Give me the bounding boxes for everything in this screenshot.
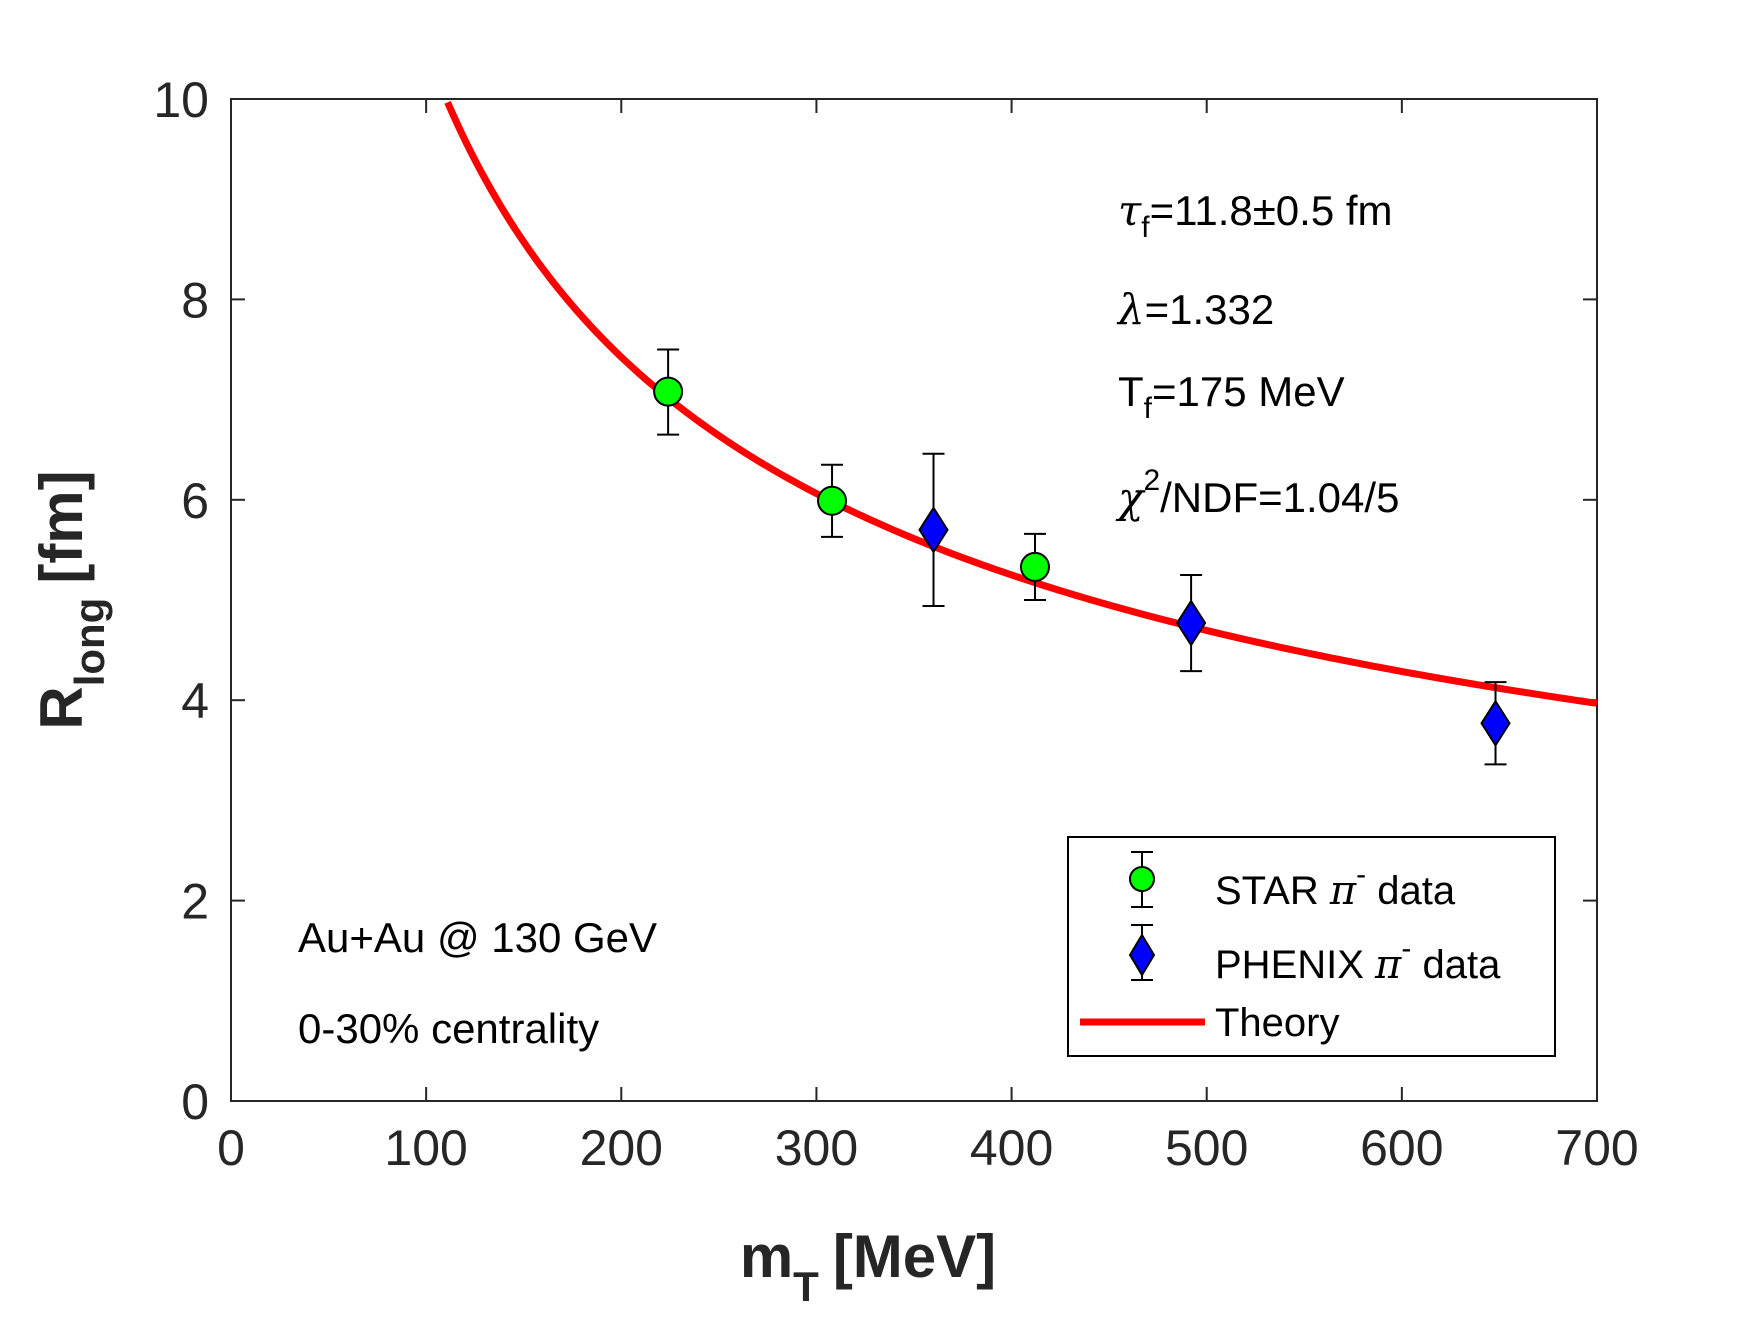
annotation-chi-symbol: χ: [1115, 473, 1146, 522]
x-tick-label-700: 700: [1555, 1120, 1638, 1176]
x-tick-label-600: 600: [1360, 1120, 1443, 1176]
annotation-lambda: λ=1.332: [1116, 285, 1274, 334]
annotation-chi-text: /NDF=1.04/5: [1160, 474, 1399, 521]
y-tick-label-0: 0: [181, 1074, 209, 1130]
annotation-tau-symbol: τ: [1118, 186, 1142, 235]
y-tick-labels: 0 2 4 6 8 10: [153, 72, 209, 1130]
y-axis-title-sub: long: [66, 598, 113, 687]
y-axis-title-main: R: [28, 686, 95, 729]
y-tick-label-8: 8: [181, 272, 209, 328]
annotation-temperature: Tf=175 MeV: [1118, 368, 1345, 425]
x-axis-title-sub: T: [793, 1263, 819, 1310]
annotation-lambda-text: =1.332: [1145, 286, 1275, 333]
star-marker: [817, 485, 848, 516]
legend-label-phenix: PHENIX π- data: [1215, 932, 1501, 988]
annotation-lambda-symbol: λ: [1116, 285, 1145, 334]
phenix-point-2: [1480, 681, 1511, 766]
annotation-tau-text: =11.8±0.5 fm: [1150, 187, 1393, 234]
star-marker: [653, 376, 684, 407]
x-tick-label-300: 300: [775, 1120, 858, 1176]
x-tick-label-200: 200: [580, 1120, 663, 1176]
annotation-system: Au+Au @ 130 GeV: [298, 914, 657, 961]
y-tick-label-4: 4: [181, 673, 209, 729]
legend-star-marker: [1129, 851, 1155, 908]
phenix-marker: [1175, 599, 1207, 647]
annotation-temperature-text: =175 MeV: [1152, 368, 1345, 415]
y-tick-label-6: 6: [181, 473, 209, 529]
annotation-chi-square: χ2/NDF=1.04/5: [1115, 464, 1399, 522]
plot-area-frame: [230, 98, 1598, 1102]
x-tick-label-400: 400: [970, 1120, 1053, 1176]
y-axis-title: Rlong [fm]: [28, 470, 113, 729]
data-markers: [653, 348, 1511, 766]
annotation-temperature-symbol: T: [1118, 368, 1144, 415]
legend-label-star: STAR π- data: [1215, 858, 1456, 914]
annotation-temperature-sub: f: [1144, 392, 1153, 425]
phenix-marker: [1480, 699, 1511, 748]
x-axis-title-main: m: [740, 1223, 793, 1290]
phenix-point-0: [918, 452, 949, 608]
y-tick-label-10: 10: [153, 72, 209, 128]
annotation-chi-sup: 2: [1143, 464, 1160, 497]
x-axis-title-unit: [MeV]: [833, 1223, 996, 1290]
y-tick-label-2: 2: [181, 874, 209, 930]
legend-label-theory: Theory: [1215, 1001, 1340, 1045]
star-point-1: [817, 463, 848, 538]
y-axis-title-unit: [fm]: [28, 470, 95, 583]
legend: STAR π- data PHENIX π- data Theory: [1067, 836, 1556, 1057]
phenix-point-1: [1175, 573, 1207, 673]
star-point-0: [653, 348, 684, 436]
phenix-marker: [918, 505, 949, 554]
x-tick-labels: 0 100 200 300 400 500 600 700: [217, 1120, 1639, 1176]
x-tick-label-0: 0: [217, 1120, 245, 1176]
legend-phenix-marker: [1128, 924, 1156, 981]
annotation-centrality: 0-30% centrality: [298, 1005, 599, 1052]
x-tick-label-100: 100: [384, 1120, 467, 1176]
star-point-2: [1019, 532, 1050, 601]
annotation-tau-sub: f: [1141, 211, 1150, 244]
annotation-tau: τf=11.8±0.5 fm: [1118, 186, 1393, 244]
star-marker: [1019, 551, 1050, 582]
x-axis-title: mT [MeV]: [740, 1223, 996, 1310]
theory-curve: [444, 100, 1598, 707]
x-tick-label-500: 500: [1165, 1120, 1248, 1176]
